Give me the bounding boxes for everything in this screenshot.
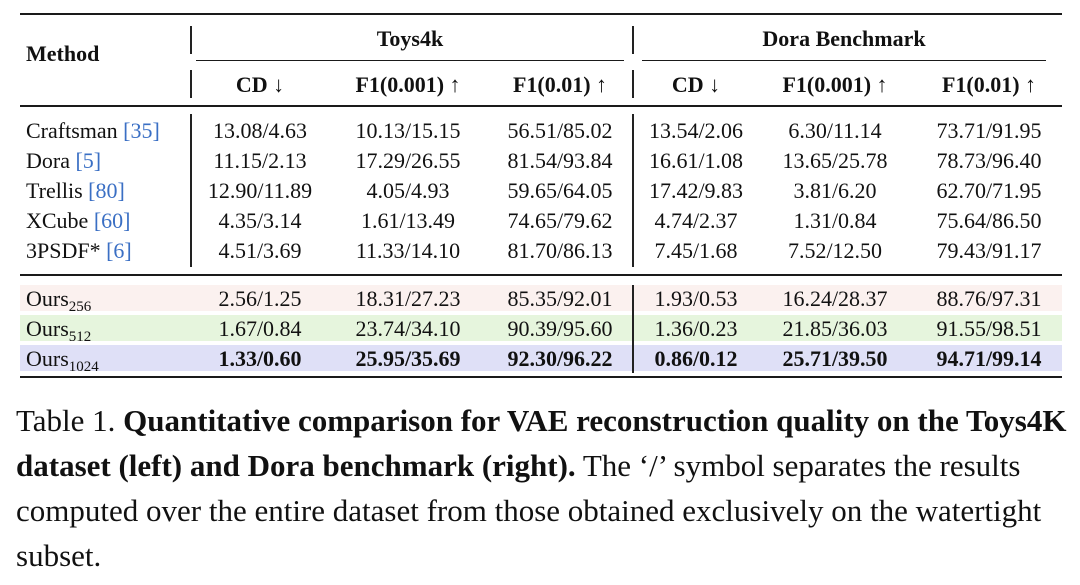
method-separator-header-bottom — [190, 70, 192, 98]
method-header: Method — [26, 41, 100, 66]
caption-label: Table 1. — [16, 403, 116, 438]
table-cell: 13.08/4.63 — [212, 118, 308, 143]
table-cell: 75.64/86.50 — [936, 208, 1042, 233]
row-method: Dora [5] — [26, 148, 102, 173]
col-header-dora-cd: CD ↓ — [671, 72, 721, 97]
dora-group-underline — [642, 60, 1046, 62]
table-cell: 18.31/27.23 — [355, 286, 461, 311]
table-cell: 3.81/6.20 — [793, 178, 877, 203]
table-cell: 79.43/91.17 — [936, 238, 1042, 263]
table-cell: 85.35/92.01 — [507, 286, 613, 311]
ours-256-band — [20, 285, 1062, 311]
row-method-ours-256: Ours256 — [26, 286, 92, 315]
table-cell-best: 1.33/0.60 — [218, 346, 302, 371]
table-cell: 2.56/1.25 — [218, 286, 302, 311]
ours-1024-band — [20, 345, 1062, 371]
table-cell-best: 94.71/99.14 — [936, 346, 1042, 371]
table-cell-best: 25.71/39.50 — [782, 346, 888, 371]
row-method-ours-1024: Ours1024 — [26, 346, 99, 375]
table-cell-best: 0.86/0.12 — [654, 346, 738, 371]
col-header-dora-f1-001: F1(0.001) ↑ — [782, 72, 888, 97]
row-method: Trellis [80] — [26, 178, 125, 203]
table-cell: 10.13/15.15 — [355, 118, 461, 143]
col-header-toys-cd: CD ↓ — [235, 72, 285, 97]
col-header-toys-f1-001: F1(0.001) ↑ — [355, 72, 461, 97]
table-cell-best: 92.30/96.22 — [507, 346, 613, 371]
table-cell: 1.93/0.53 — [654, 286, 738, 311]
group-header-toys4k: Toys4k — [376, 26, 444, 51]
table-cell: 74.65/79.62 — [507, 208, 613, 233]
col-header-dora-f1-01: F1(0.01) ↑ — [941, 72, 1037, 97]
table-top-rule — [20, 13, 1062, 15]
table-caption: Table 1. Quantitative comparison for VAE… — [16, 398, 1070, 578]
row-method: Craftsman [35] — [26, 118, 160, 143]
caption-bold: Quantitative comparison for VAE reconstr… — [16, 403, 1067, 483]
toys4k-group-underline — [196, 60, 624, 62]
table-cell: 4.74/2.37 — [654, 208, 738, 233]
caption-rest: The ‘/’ symbol separates the results com… — [16, 448, 1042, 573]
row-method: 3PSDF* [6] — [26, 238, 132, 263]
group-separator-body — [632, 114, 634, 267]
table-cell: 7.52/12.50 — [787, 238, 883, 263]
table-cell: 1.31/0.84 — [793, 208, 877, 233]
table-cell: 16.24/28.37 — [782, 286, 888, 311]
table-cell: 90.39/95.60 — [507, 316, 613, 341]
table-cell: 73.71/91.95 — [936, 118, 1042, 143]
table-cell: 1.67/0.84 — [218, 316, 302, 341]
table-cell: 16.61/1.08 — [648, 148, 744, 173]
group-separator-ours — [632, 285, 634, 373]
group-separator-header-bottom — [632, 70, 634, 98]
row-method-ours-512: Ours512 — [26, 316, 92, 345]
table-cell: 17.42/9.83 — [648, 178, 744, 203]
table-cell: 81.54/93.84 — [507, 148, 613, 173]
table-cell: 56.51/85.02 — [507, 118, 613, 143]
table-cell: 59.65/64.05 — [507, 178, 613, 203]
table-cell: 21.85/36.03 — [782, 316, 888, 341]
table-cell: 12.90/11.89 — [207, 178, 313, 203]
table-cell: 6.30/11.14 — [788, 118, 882, 143]
col-header-toys-f1-01: F1(0.01) ↑ — [512, 72, 608, 97]
table-cell: 23.74/34.10 — [355, 316, 461, 341]
table-cell: 91.55/98.51 — [936, 316, 1042, 341]
table-cell: 11.15/2.13 — [213, 148, 307, 173]
group-header-dora: Dora Benchmark — [762, 26, 926, 51]
table-cell-best: 25.95/35.69 — [355, 346, 461, 371]
table-cell: 7.45/1.68 — [654, 238, 738, 263]
group-separator-header-top — [632, 26, 634, 54]
ours-512-band — [20, 315, 1062, 341]
method-separator-header-top — [190, 26, 192, 54]
table-bottom-rule — [20, 376, 1062, 378]
table-cell: 78.73/96.40 — [936, 148, 1042, 173]
table-cell: 88.76/97.31 — [936, 286, 1042, 311]
table-cell: 4.51/3.69 — [218, 238, 302, 263]
table-cell: 11.33/14.10 — [355, 238, 461, 263]
ours-separator-rule — [20, 274, 1062, 276]
table-cell: 17.29/26.55 — [355, 148, 461, 173]
header-bottom-rule — [20, 105, 1062, 107]
method-separator-body — [190, 114, 192, 267]
table-cell: 13.65/25.78 — [782, 148, 888, 173]
table-cell: 1.36/0.23 — [654, 316, 738, 341]
table-cell: 62.70/71.95 — [936, 178, 1042, 203]
table-cell: 13.54/2.06 — [648, 118, 744, 143]
table-cell: 81.70/86.13 — [507, 238, 613, 263]
table-cell: 4.35/3.14 — [218, 208, 302, 233]
row-method: XCube [60] — [26, 208, 131, 233]
table-cell: 1.61/13.49 — [360, 208, 456, 233]
table-cell: 4.05/4.93 — [366, 178, 450, 203]
